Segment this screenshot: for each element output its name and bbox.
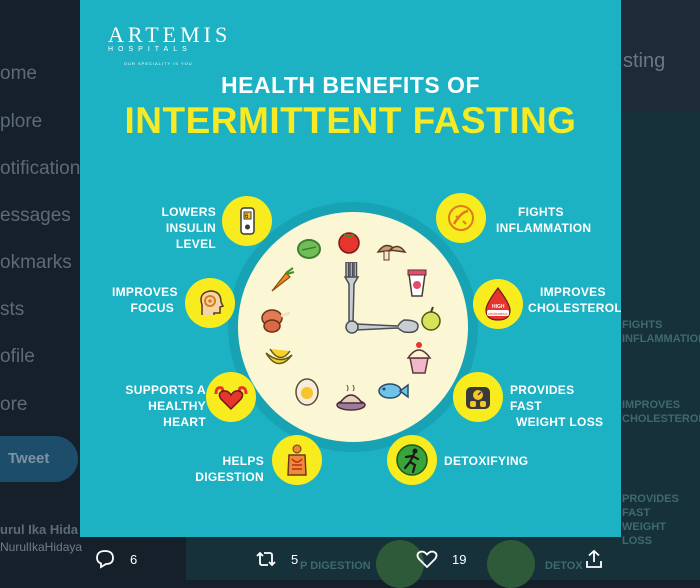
benefit-heart-label: SUPPORTS A HEALTHY HEART [125,383,206,429]
benefit-focus-label: IMPROVES FOCUS [112,285,178,315]
inflammation-icon [448,205,474,231]
share-icon [586,549,602,568]
benefit-digestion-label: HELPS DIGESTION [195,454,264,484]
retweet-action[interactable]: 5 [255,548,298,570]
benefit-cholesterol-label: IMPROVES CHOLESTEROL [528,285,621,315]
weight-scale-icon [466,387,490,409]
right-header [620,0,700,112]
benefit-insulin-label: LOWERS INSULIN LEVEL [161,205,216,251]
svg-text:6: 6 [245,214,249,220]
benefit-inflammation-badge [436,193,486,243]
account-name: urul Ika Hida [0,522,79,537]
benefit-insulin-badge: 6 [222,196,272,246]
digestive-system-icon [287,444,307,476]
banana-icon [265,348,293,365]
bg-detox-circle [487,540,535,588]
logo-tagline: OUR SPECIALITY IS YOU [124,61,193,66]
yogurt-cup-icon [407,269,427,297]
nav-lists[interactable]: sts [0,299,25,320]
apple-icon [421,306,441,331]
dish-icon [336,384,366,411]
heart-icon [416,550,438,569]
share-action[interactable] [583,548,619,570]
tweet-button[interactable]: Tweet [0,436,78,482]
cholesterol-word: cholesterol [488,311,507,316]
benefit-cholesterol-badge: HIGH cholesterol [473,279,523,329]
chicken-leg-icon [261,309,291,333]
heart-muscle-icon [214,386,248,411]
nav-bookmarks[interactable]: okmarks [0,252,72,273]
right-snippet-1: FIGHTS INFLAMMATION [622,319,700,345]
nav-explore[interactable]: plore [0,111,43,132]
benefit-detox-badge [387,435,437,485]
benefit-detox-label: DETOXIFYING [444,454,529,468]
account-switcher[interactable]: urul Ika Hida NurulIkaHidaya [0,522,82,554]
glucose-meter-icon: 6 [240,207,255,235]
benefit-focus-badge [185,278,235,328]
logo-sub: HOSPITALS [108,46,192,53]
benefit-heart-badge [206,372,256,422]
right-media-preview [620,112,700,580]
nav-home[interactable]: ome [0,63,37,84]
carrot-icon [271,267,295,292]
poster-title-line2: INTERMITTENT FASTING [124,100,577,141]
bottom-snippet-2: DETOX [545,560,583,572]
like-count: 19 [452,551,467,567]
like-action[interactable]: 19 [416,548,466,570]
mushroom-icon [376,244,407,261]
reply-icon [96,550,114,569]
retweet-count: 5 [291,551,299,567]
tomato-icon [338,232,360,254]
tweet-button-label: Tweet [8,450,50,467]
reply-action[interactable]: 6 [94,548,137,570]
bottom-snippet-1: P DIGESTION [300,560,371,572]
spinach-icon [297,239,321,259]
nav-messages[interactable]: essages [0,205,71,226]
right-snippet-3: PROVIDES FAST WEIGHT LOSS [622,493,679,547]
benefit-weight-label: PROVIDES FAST WEIGHT LOSS [510,383,604,429]
nav-more[interactable]: ore [0,394,28,415]
infographic-image: ARTEMIS HOSPITALS OUR SPECIALITY IS YOU … [80,0,621,537]
brain-focus-icon [200,290,225,315]
nav-profile[interactable]: ofile [0,346,35,367]
benefit-weight-badge [453,372,503,422]
fish-icon [378,383,409,399]
cupcake-icon [406,342,432,374]
right-snippet-2: IMPROVES CHOLESTEROL [622,399,700,425]
nav-notifications[interactable]: otifications [0,158,90,179]
cholesterol-badge-text: HIGH [492,304,505,310]
poster-title-line1: HEALTH BENEFITS OF [220,72,480,98]
benefit-digestion-badge [272,435,322,485]
retweet-icon [256,551,276,567]
reply-count: 6 [130,551,138,567]
fork-spoon-clock-hands [343,262,419,334]
logo-brand: ARTEMIS [108,22,232,47]
account-handle: NurulIkaHidaya [0,540,83,554]
artemis-logo: ARTEMIS HOSPITALS OUR SPECIALITY IS YOU [108,22,231,66]
egg-icon [295,378,319,406]
runner-icon [396,444,428,476]
benefit-inflammation-label: FIGHTS INFLAMMATION [496,205,592,235]
right-header-title: sting [623,50,666,72]
